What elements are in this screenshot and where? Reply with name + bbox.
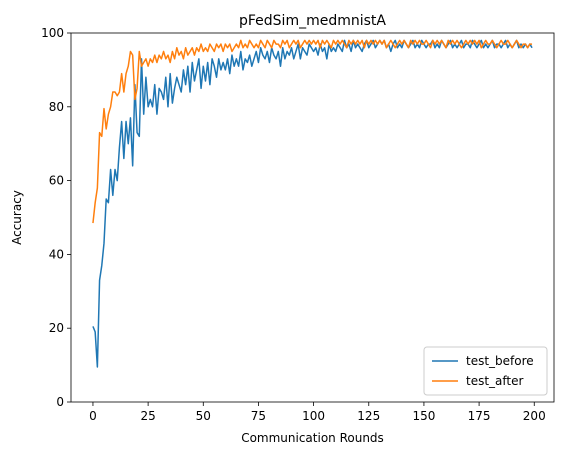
y-tick-label: 0 (56, 395, 64, 409)
legend-label: test_before (466, 354, 534, 368)
y-tick-label: 20 (49, 321, 64, 335)
series-line-test-before (92, 39, 533, 368)
series-line-test-after (92, 39, 533, 224)
x-tick-label: 0 (89, 409, 97, 423)
plot-area (70, 32, 555, 403)
chart-title: pFedSim_medmnistA (239, 13, 386, 29)
x-axis-label: Communication Rounds (241, 431, 384, 445)
x-tick-label: 25 (140, 409, 155, 423)
y-axis-label: Accuracy (10, 190, 24, 245)
y-tick-label: 100 (41, 26, 64, 40)
legend-label: test_after (466, 374, 524, 388)
x-tick-label: 50 (196, 409, 211, 423)
plot-frame (70, 32, 555, 403)
x-tick-label: 125 (357, 409, 380, 423)
series-lines (92, 39, 533, 368)
y-tick-label: 80 (49, 100, 64, 114)
x-tick-label: 175 (468, 409, 491, 423)
x-tick-label: 200 (523, 409, 546, 423)
x-tick-label: 150 (412, 409, 435, 423)
y-axis-ticks: 0 20 40 60 80 100 (41, 26, 71, 409)
legend: test_before test_after (423, 346, 548, 396)
x-tick-label: 75 (251, 409, 266, 423)
y-tick-label: 60 (49, 174, 64, 188)
y-tick-label: 40 (49, 247, 64, 261)
x-tick-label: 100 (302, 409, 325, 423)
x-axis-ticks: 0 25 50 75 100 125 150 175 200 (89, 402, 546, 423)
legend-box (423, 346, 548, 396)
